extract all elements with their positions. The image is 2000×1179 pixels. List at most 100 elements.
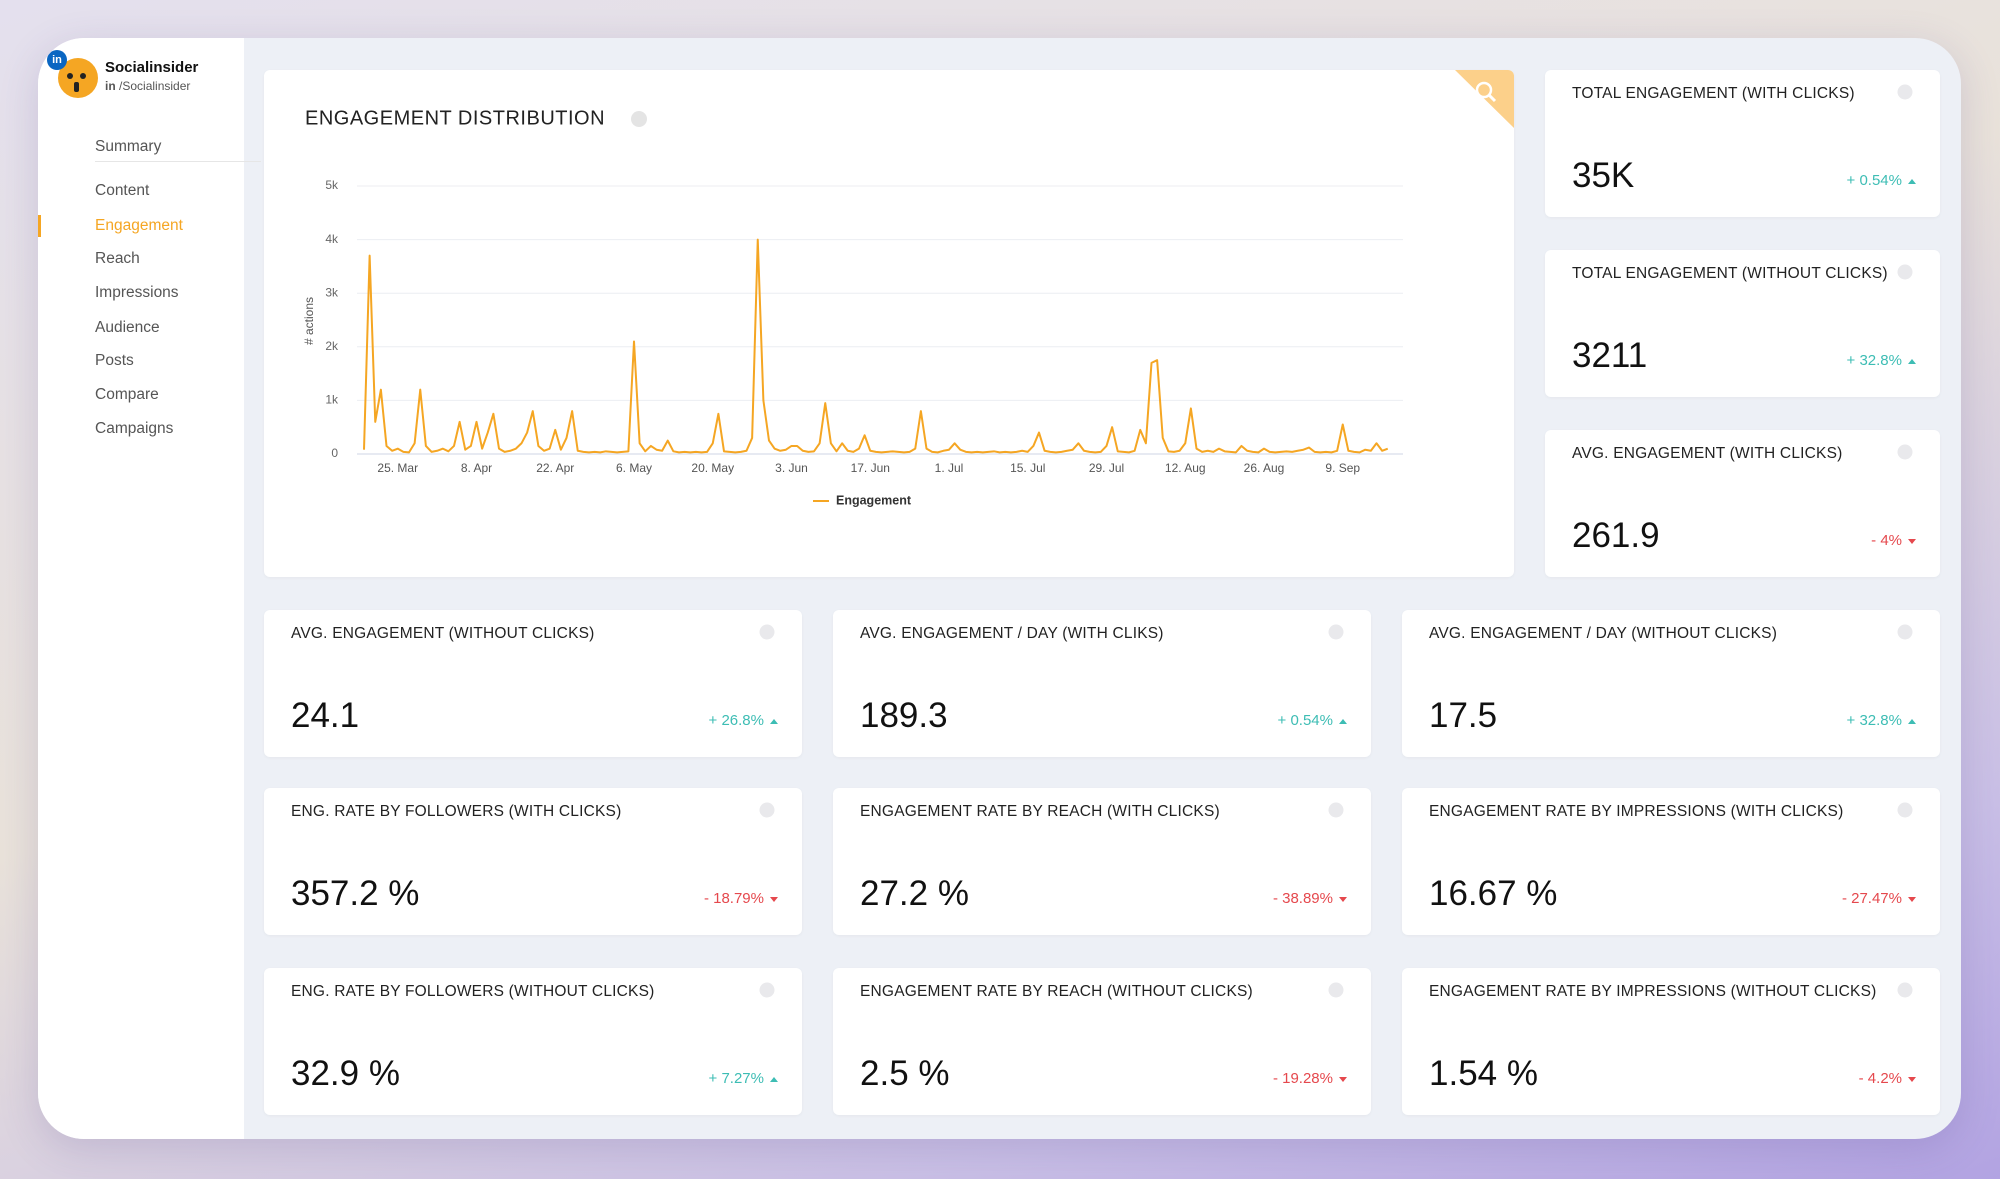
network-icon: in: [105, 79, 116, 93]
info-icon[interactable]: [1328, 982, 1344, 998]
info-icon-circle: [1897, 624, 1913, 640]
info-icon-circle: [759, 802, 775, 818]
chart: ENGAGEMENT DISTRIBUTION # actions 0 1k 2k 3…: [302, 70, 1514, 507]
x-tick-label: 8. Apr: [461, 461, 492, 475]
kpi-value: 261.9: [1572, 516, 1660, 555]
kpi-value: 2.5 %: [860, 1054, 950, 1093]
info-icon-circle: [1897, 444, 1913, 460]
trend-arrow: [770, 1076, 778, 1082]
info-icon-circle: [759, 624, 775, 640]
x-tick-label: 20. May: [691, 461, 734, 475]
info-icon-circle: [759, 982, 775, 998]
kpi-title: AVG. ENGAGEMENT / DAY (WITH CLIKS): [860, 625, 1164, 642]
info-icon[interactable]: [1897, 802, 1913, 818]
info-icon-circle: [1897, 982, 1913, 998]
kpi-title: AVG. ENGAGEMENT (WITH CLICKS): [1572, 445, 1843, 462]
kpi-change-value: - 4.2%: [1858, 1070, 1902, 1087]
x-tick-label: 25. Mar: [377, 461, 418, 475]
kpi-title: ENGAGEMENT RATE BY IMPRESSIONS (WITH CLI…: [1429, 803, 1844, 820]
kpi-title: ENG. RATE BY FOLLOWERS (WITH CLICKS): [291, 803, 622, 820]
kpi-change-value: + 32.8%: [1846, 352, 1902, 369]
app-window: in Socialinsider in /Socialinsider Summa…: [38, 38, 1961, 1139]
kpi-change: - 4%: [1871, 532, 1916, 549]
nav-item[interactable]: Engagement: [95, 217, 183, 234]
y-tick-label: 1k: [325, 393, 339, 407]
kpi-value: 16.67 %: [1429, 874, 1558, 913]
kpi-change: + 32.8%: [1847, 712, 1916, 729]
kpi-value: 1.54 %: [1429, 1054, 1538, 1093]
info-icon[interactable]: [1897, 982, 1913, 998]
nav-item[interactable]: Campaigns: [95, 420, 174, 437]
info-icon-circle: [1328, 982, 1344, 998]
network-badge: in: [52, 54, 62, 66]
search-corner[interactable]: [1455, 70, 1514, 128]
profile-logo: in: [47, 50, 98, 98]
data-line: [363, 238, 1389, 454]
kpi-value: 3211: [1572, 336, 1648, 375]
kpi-change: - 38.89%: [1273, 890, 1347, 907]
kpi-card: ENGAGEMENT RATE BY IMPRESSIONS (WITHOUT …: [1402, 968, 1940, 1115]
info-icon[interactable]: [1897, 444, 1913, 460]
nav-item[interactable]: Summary: [95, 138, 162, 155]
trend-arrow: [1339, 718, 1347, 724]
nav-item[interactable]: Content: [95, 182, 150, 199]
nav-item[interactable]: Reach: [95, 250, 140, 267]
kpi-card: ENGAGEMENT RATE BY REACH (WITHOUT CLICKS…: [833, 968, 1371, 1115]
info-icon[interactable]: [759, 624, 775, 640]
kpi-change: - 27.47%: [1842, 890, 1916, 907]
nav-item[interactable]: Audience: [95, 319, 160, 336]
kpi-change-value: - 4%: [1871, 532, 1902, 549]
trend-arrow: [1908, 718, 1916, 724]
trend-arrow: [1908, 178, 1916, 184]
kpi-value: 357.2 %: [291, 874, 420, 913]
kpi-title: AVG. ENGAGEMENT / DAY (WITHOUT CLICKS): [1429, 625, 1778, 642]
kpi-change-value: + 26.8%: [708, 712, 764, 729]
kpi-value: 189.3: [860, 696, 948, 735]
kpi-change-value: - 38.89%: [1272, 890, 1333, 907]
y-tick-label: 0: [331, 446, 338, 460]
trend-arrow: [1908, 358, 1916, 364]
kpi-title: ENGAGEMENT RATE BY IMPRESSIONS (WITHOUT …: [1429, 983, 1877, 1000]
info-icon[interactable]: [759, 802, 775, 818]
kpi-change: - 19.28%: [1273, 1070, 1347, 1087]
info-icon-circle: [1897, 264, 1913, 280]
info-icon[interactable]: [1897, 624, 1913, 640]
info-icon[interactable]: [1897, 264, 1913, 280]
kpi-change: + 0.54%: [1278, 712, 1347, 729]
kpi-card: ENGAGEMENT RATE BY IMPRESSIONS (WITH CLI…: [1402, 788, 1940, 935]
kpi-title: TOTAL ENGAGEMENT (WITH CLICKS): [1572, 85, 1855, 102]
kpi-change-value: - 19.28%: [1272, 1070, 1333, 1087]
nav-item[interactable]: Posts: [95, 352, 134, 369]
trend-arrow: [1908, 896, 1916, 902]
active-indicator: [38, 215, 41, 237]
kpi-title: ENG. RATE BY FOLLOWERS (WITHOUT CLICKS): [291, 983, 655, 1000]
kpi-title: TOTAL ENGAGEMENT (WITHOUT CLICKS): [1572, 265, 1888, 282]
kpi-value: 24.1: [291, 696, 360, 735]
info-icon[interactable]: [631, 111, 647, 127]
profile-handle-row: in /Socialinsider: [105, 79, 190, 93]
x-tick-label: 9. Sep: [1325, 461, 1360, 475]
kpi-change: - 18.79%: [704, 890, 778, 907]
trend-arrow: [770, 896, 778, 902]
chart-card: ENGAGEMENT DISTRIBUTION # actions 0 1k 2k 3…: [264, 70, 1514, 577]
x-tick-label: 6. May: [616, 461, 652, 475]
kpi-title: ENGAGEMENT RATE BY REACH (WITHOUT CLICKS…: [860, 983, 1253, 1000]
nav-item[interactable]: Impressions: [95, 284, 179, 301]
info-icon[interactable]: [1897, 84, 1913, 100]
kpi-change: - 4.2%: [1859, 1070, 1916, 1087]
profile-name: Socialinsider: [105, 59, 199, 76]
kpi-value: 27.2 %: [860, 874, 969, 913]
nav-item[interactable]: Compare: [95, 386, 159, 403]
kpi-card: ENGAGEMENT RATE BY REACH (WITH CLICKS) 27…: [833, 788, 1371, 935]
kpi-change-value: - 18.79%: [703, 890, 764, 907]
kpi-change: + 7.27%: [709, 1070, 778, 1087]
info-icon-circle: [1328, 624, 1344, 640]
x-tick-label: 3. Jun: [775, 461, 808, 475]
info-icon[interactable]: [1328, 802, 1344, 818]
kpi-change: + 0.54%: [1847, 172, 1916, 189]
info-icon[interactable]: [1328, 624, 1344, 640]
x-tick-label: 1. Jul: [935, 461, 964, 475]
kpi-card: ENG. RATE BY FOLLOWERS (WITHOUT CLICKS) 3…: [264, 968, 802, 1115]
info-icon[interactable]: [759, 982, 775, 998]
